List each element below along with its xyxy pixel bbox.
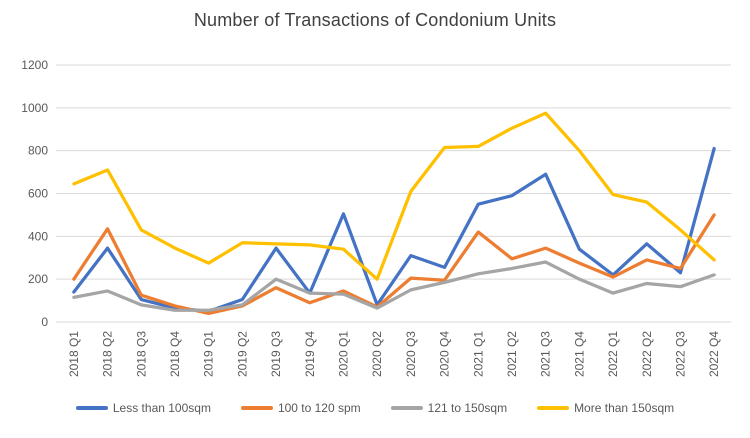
x-tick-label: 2019 Q2 xyxy=(235,331,249,377)
series-line-more-than-150sqm xyxy=(72,111,716,281)
x-tick-label: 2018 Q4 xyxy=(168,331,182,377)
x-tick-label: 2021 Q1 xyxy=(471,331,485,377)
series-line-100-to-120-spm xyxy=(72,213,716,316)
series-line-121-to-150sqm xyxy=(72,260,716,312)
y-tick-label: 200 xyxy=(28,272,48,286)
x-tick-label: 2019 Q1 xyxy=(202,331,216,377)
y-tick-label: 400 xyxy=(28,229,48,243)
x-tick-label: 2022 Q1 xyxy=(606,331,620,377)
x-tick-label: 2020 Q4 xyxy=(438,331,452,377)
x-tick-label: 2022 Q3 xyxy=(673,331,687,377)
legend-item: More than 150sqm xyxy=(537,401,674,415)
y-tick-label: 1200 xyxy=(21,58,48,72)
x-tick-label: 2018 Q1 xyxy=(67,331,81,377)
x-tick-label: 2020 Q3 xyxy=(404,331,418,377)
x-tick-label: 2020 Q2 xyxy=(370,331,384,377)
legend-line-icon xyxy=(75,406,108,410)
legend-label: More than 150sqm xyxy=(574,401,675,415)
chart-legend: Less than 100sqm 100 to 120 spm 121 to 1… xyxy=(0,401,750,415)
legend-item: 121 to 150sqm xyxy=(390,401,508,415)
legend-line-icon xyxy=(390,406,423,410)
legend-label: 121 to 150sqm xyxy=(427,401,508,415)
chart-title: Number of Transactions of Condonium Unit… xyxy=(193,10,557,30)
legend-label: 100 to 120 spm xyxy=(277,401,361,415)
legend-label: Less than 100sqm xyxy=(112,401,211,415)
x-tick-label: 2022 Q4 xyxy=(707,331,721,377)
legend-line-icon xyxy=(537,406,570,410)
series-line-less-than-100sqm xyxy=(72,146,716,313)
y-tick-label: 0 xyxy=(41,315,48,329)
x-tick-label: 2019 Q4 xyxy=(303,331,317,377)
y-tick-label: 800 xyxy=(28,144,48,158)
x-tick-label: 2021 Q2 xyxy=(505,331,519,377)
legend-item: Less than 100sqm xyxy=(75,401,211,415)
x-tick-label: 2022 Q2 xyxy=(640,331,654,377)
x-tick-label: 2021 Q3 xyxy=(539,331,553,377)
legend-line-icon xyxy=(240,406,273,410)
x-tick-label: 2018 Q3 xyxy=(134,331,148,377)
x-tick-label: 2019 Q3 xyxy=(269,331,283,377)
x-tick-label: 2021 Q4 xyxy=(572,331,586,377)
x-tick-label: 2018 Q2 xyxy=(101,331,115,377)
y-tick-label: 1000 xyxy=(21,101,48,115)
y-tick-label: 600 xyxy=(28,187,48,201)
x-tick-label: 2020 Q1 xyxy=(336,331,350,377)
legend-item: 100 to 120 spm xyxy=(240,401,361,415)
